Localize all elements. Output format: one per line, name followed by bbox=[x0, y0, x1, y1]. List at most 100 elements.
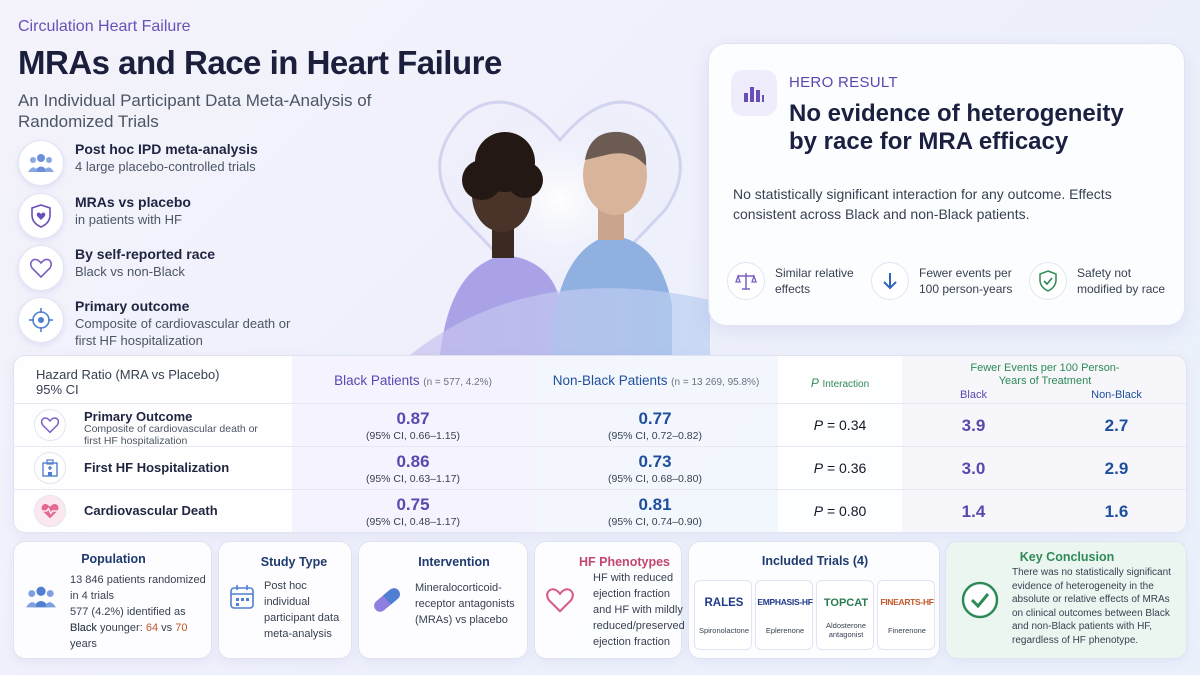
included-trials-card: Included Trials (4) RALES Spironolactone… bbox=[688, 541, 940, 659]
events-nonblack-value: 2.7 bbox=[1104, 416, 1129, 435]
people-group-icon bbox=[26, 584, 56, 615]
trial-name: TOPCAT bbox=[823, 597, 869, 609]
heart-sparkle-icon bbox=[545, 586, 575, 619]
table-row: Primary Outcome Composite of cardiovascu… bbox=[14, 403, 1186, 447]
hero-illustration bbox=[410, 100, 710, 355]
p-interaction-value: P = 0.34 bbox=[813, 417, 867, 433]
row-title: Primary Outcome bbox=[84, 409, 193, 424]
black-hr: 0.86 bbox=[396, 452, 430, 471]
events-black-header: Black bbox=[960, 389, 987, 401]
trial-name: EMPHASIS-HF bbox=[757, 597, 813, 607]
feature-desc: in patients with HF bbox=[75, 212, 182, 227]
study-type-card: Study Type Post hoc individual participa… bbox=[218, 541, 352, 659]
events-black-value: 3.0 bbox=[961, 459, 986, 478]
feature-desc: Black vs non-Black bbox=[75, 264, 185, 279]
population-line3: Black younger: 64 vs 70 years bbox=[70, 622, 188, 650]
feature-title: By self-reported race bbox=[75, 246, 216, 262]
intervention-text: Mineralocorticoid-receptor antagonists (… bbox=[415, 582, 515, 626]
hero-sub-item: Similar relative effects bbox=[727, 262, 867, 300]
shield-check-icon bbox=[1029, 262, 1067, 300]
black-patients-header: Black Patients (n = 577, 4.2%) bbox=[334, 373, 492, 388]
black-hr: 0.75 bbox=[396, 495, 430, 514]
feature-desc: Composite of cardiovascular death or fir… bbox=[75, 316, 291, 348]
trial-drug: Finerenone bbox=[888, 626, 926, 635]
card-title: Study Type bbox=[260, 555, 328, 569]
events-black-value: 3.9 bbox=[961, 416, 986, 435]
black-ci: (95% CI, 0.48–1.17) bbox=[366, 516, 460, 528]
feature-race: By self-reported race Black vs non-Black bbox=[18, 245, 215, 291]
calendar-icon bbox=[229, 584, 255, 615]
phenotypes-text: HF with reduced ejection fraction and HF… bbox=[593, 572, 685, 648]
row-desc: Composite of cardiovascular death or fir… bbox=[84, 423, 258, 447]
hero-result-card: HERO RESULT No evidence of heterogeneity… bbox=[708, 43, 1185, 326]
shield-heart-icon bbox=[18, 193, 64, 239]
trial-drug: Spironolactone bbox=[698, 626, 750, 635]
nonblack-ci: (95% CI, 0.74–0.90) bbox=[608, 516, 702, 528]
hero-sub-text: Similar relative effects bbox=[775, 266, 854, 296]
hero-label: HERO RESULT bbox=[789, 74, 898, 91]
nonblack-hr: 0.73 bbox=[638, 452, 672, 471]
balance-scale-icon bbox=[727, 262, 765, 300]
nonblack-patients-header: Non-Black Patients (n = 13 269, 95.8%) bbox=[552, 373, 760, 388]
trial-rales: RALES Spironolactone bbox=[694, 580, 752, 650]
hero-sub-item: Fewer events per 100 person-years bbox=[871, 262, 1019, 300]
p-interaction-value: P = 0.36 bbox=[813, 460, 867, 476]
events-nonblack-value: 1.6 bbox=[1104, 502, 1129, 521]
row-title: Cardiovascular Death bbox=[84, 503, 218, 518]
events-header-text: Fewer Events per 100 Person-Years of Tre… bbox=[970, 362, 1120, 387]
p-interaction-value: P = 0.80 bbox=[813, 503, 867, 519]
events-nonblack-header: Non-Black bbox=[1091, 389, 1142, 401]
trial-emphasis-hf: EMPHASIS-HF Eplerenone bbox=[755, 580, 813, 650]
trial-name: RALES bbox=[704, 597, 744, 609]
trial-drug: Aldosterone antagonist bbox=[825, 621, 867, 639]
feature-desc: 4 large placebo-controlled trials bbox=[75, 159, 256, 174]
trial-name: FINEARTS-HF bbox=[880, 597, 934, 607]
feature-title: Primary outcome bbox=[75, 298, 190, 314]
study-type-text: Post hoc individual participant data met… bbox=[264, 580, 340, 640]
hero-description: No statistically significant interaction… bbox=[733, 186, 1112, 222]
results-table: Hazard Ratio (MRA vs Placebo) 95% CI Bla… bbox=[13, 355, 1187, 533]
feature-title: MRAs vs placebo bbox=[75, 194, 191, 210]
check-circle-icon bbox=[960, 580, 1000, 625]
hr-header: Hazard Ratio (MRA vs Placebo) bbox=[36, 367, 220, 382]
feature-title: Post hoc IPD meta-analysis bbox=[75, 141, 258, 157]
row-title: First HF Hospitalization bbox=[84, 460, 230, 475]
feature-ipd: Post hoc IPD meta-analysis 4 large place… bbox=[18, 140, 258, 186]
page-title: MRAs and Race in Heart Failure bbox=[18, 44, 502, 81]
heart-pulse-icon bbox=[34, 495, 66, 527]
table-row: First HF Hospitalization 0.86 (95% CI, 0… bbox=[14, 446, 1186, 488]
nonblack-hr: 0.81 bbox=[638, 495, 672, 514]
card-title: Key Conclusion bbox=[1019, 550, 1115, 564]
target-icon bbox=[18, 297, 64, 343]
p-interaction-header: P Interaction bbox=[810, 376, 870, 390]
card-title: Population bbox=[81, 552, 146, 566]
intervention-card: Intervention Mineralocorticoid-receptor … bbox=[358, 541, 528, 659]
events-black-value: 1.4 bbox=[961, 502, 986, 521]
pill-capsule-icon bbox=[369, 584, 405, 621]
arrow-down-icon bbox=[871, 262, 909, 300]
journal-name: Circulation Heart Failure bbox=[18, 18, 191, 35]
events-header: Fewer Events per 100 Person-Years of Tre… bbox=[902, 362, 1186, 388]
hospital-icon bbox=[34, 452, 66, 484]
heart-outline-icon bbox=[34, 409, 66, 441]
black-ci: (95% CI, 0.63–1.17) bbox=[366, 473, 460, 485]
population-line1: 13 846 patients randomized in 4 trials bbox=[70, 574, 206, 602]
nonblack-ci: (95% CI, 0.68–0.80) bbox=[608, 473, 702, 485]
population-card: Population 13 846 patients randomized in… bbox=[13, 541, 212, 659]
feature-outcome: Primary outcome Composite of cardiovascu… bbox=[18, 297, 305, 349]
hero-sub-text: Fewer events per 100 person-years bbox=[919, 266, 1013, 296]
population-line2: 577 (4.2%) identified as Black bbox=[70, 606, 186, 634]
hero-sub-item: Safety not modified by race bbox=[1029, 262, 1172, 300]
trial-finearts-hf: FINEARTS-HF Finerenone bbox=[877, 580, 935, 650]
trial-topcat: TOPCAT Aldosterone antagonist bbox=[816, 580, 874, 650]
card-title: Included Trials (4) bbox=[761, 554, 869, 568]
wave-ribbon bbox=[410, 288, 710, 355]
conclusion-text: There was no statistically significant e… bbox=[1012, 567, 1171, 646]
feature-mra: MRAs vs placebo in patients with HF bbox=[18, 193, 191, 239]
events-nonblack-value: 2.9 bbox=[1104, 459, 1129, 478]
trial-drug: Eplerenone bbox=[765, 626, 805, 635]
table-row: Cardiovascular Death 0.75 (95% CI, 0.48–… bbox=[14, 489, 1186, 531]
hero-sub-text: Safety not modified by race bbox=[1077, 266, 1166, 296]
black-ci: (95% CI, 0.66–1.15) bbox=[366, 430, 460, 442]
nonblack-hr: 0.77 bbox=[638, 409, 672, 428]
